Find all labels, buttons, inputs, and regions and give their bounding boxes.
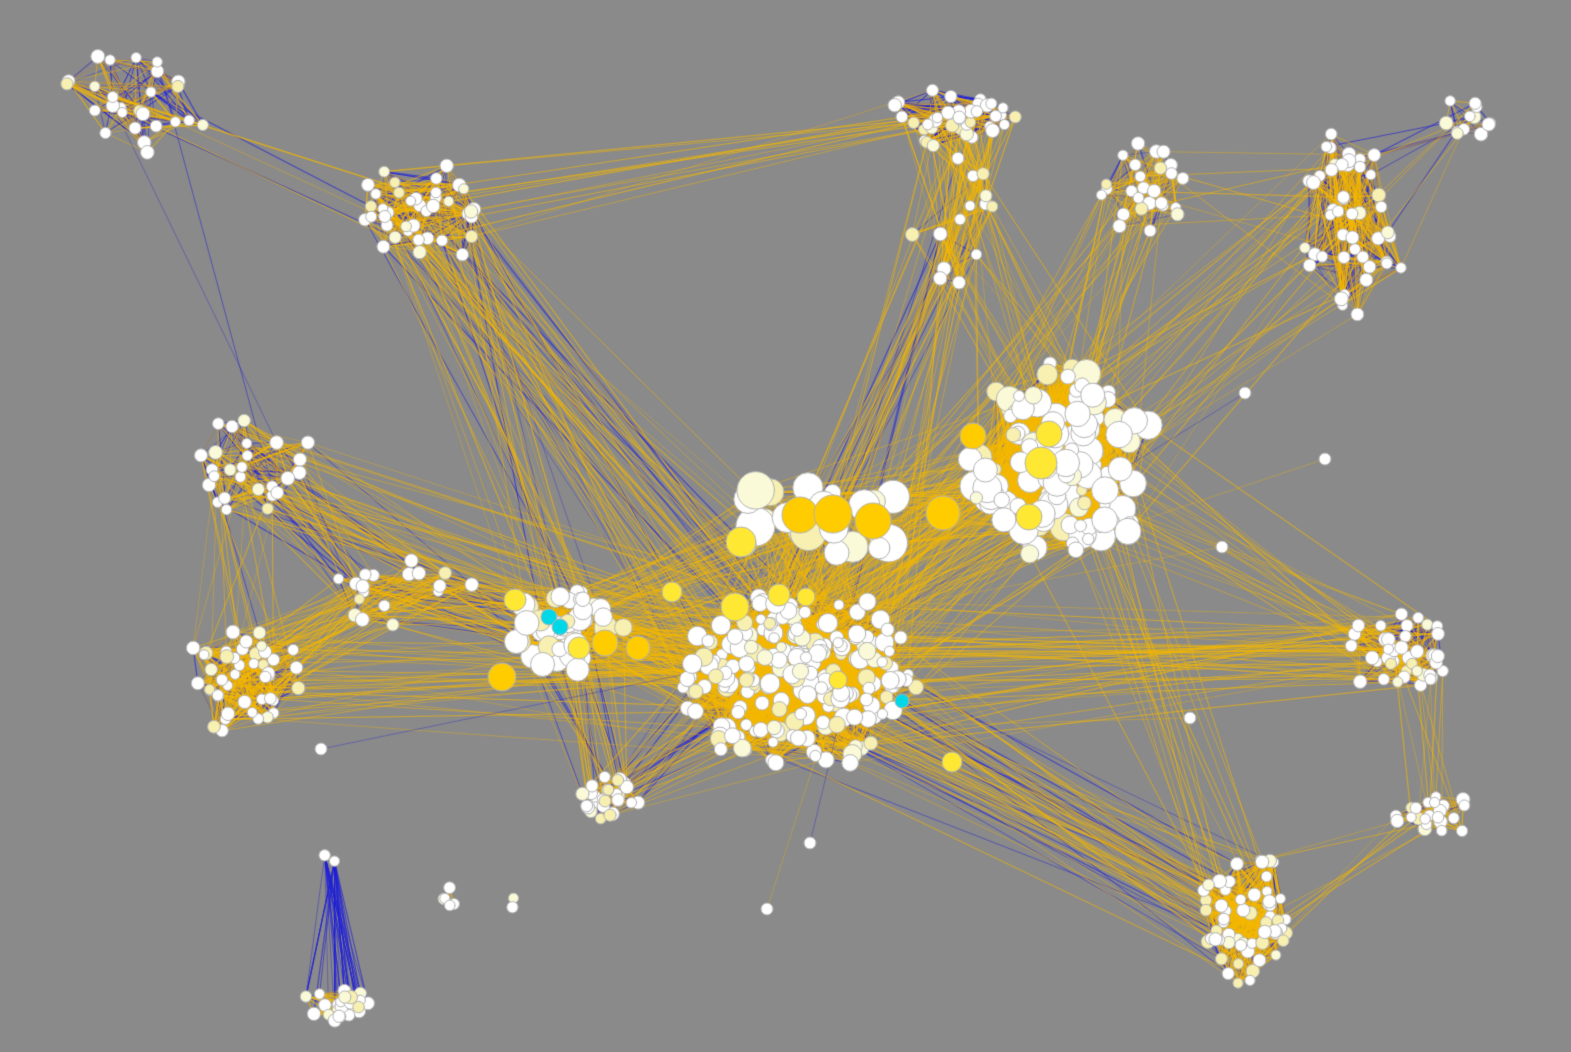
network-graph-visualization[interactable]: Force-Directed Network Graph (0, 0, 1571, 1052)
network-graph-canvas[interactable] (0, 0, 1571, 1052)
